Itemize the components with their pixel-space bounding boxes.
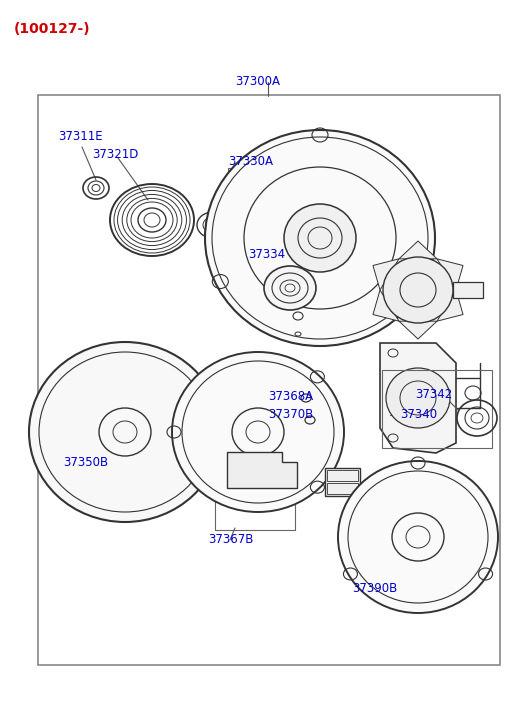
Ellipse shape — [264, 266, 316, 310]
Text: 37311E: 37311E — [58, 130, 103, 143]
Ellipse shape — [29, 342, 221, 522]
Polygon shape — [399, 241, 437, 259]
Bar — [327, 483, 358, 494]
Text: 37300A: 37300A — [235, 75, 280, 88]
Bar — [38, 95, 500, 665]
Ellipse shape — [172, 352, 344, 512]
Text: 37342: 37342 — [415, 388, 452, 401]
Ellipse shape — [338, 461, 498, 613]
Polygon shape — [227, 452, 297, 488]
Ellipse shape — [383, 257, 453, 323]
Polygon shape — [373, 259, 399, 290]
Polygon shape — [380, 343, 456, 453]
Bar — [327, 470, 358, 481]
Bar — [325, 468, 360, 496]
Polygon shape — [437, 290, 463, 321]
Text: 37330A: 37330A — [228, 155, 273, 168]
Bar — [453, 282, 483, 298]
Ellipse shape — [205, 130, 435, 346]
Text: 37390B: 37390B — [352, 582, 397, 595]
Ellipse shape — [386, 368, 450, 428]
Polygon shape — [399, 321, 437, 339]
Text: 37340: 37340 — [400, 408, 437, 421]
Bar — [382, 370, 492, 448]
Polygon shape — [373, 290, 399, 321]
Text: 37350B: 37350B — [63, 456, 108, 469]
Text: 37321D: 37321D — [92, 148, 138, 161]
Polygon shape — [437, 259, 463, 290]
Ellipse shape — [284, 204, 356, 272]
Text: 37367B: 37367B — [208, 533, 253, 546]
Text: (100127-): (100127-) — [14, 22, 90, 36]
Text: 37370B: 37370B — [268, 408, 313, 421]
Text: 37368A: 37368A — [268, 390, 313, 403]
Text: 37334: 37334 — [248, 248, 285, 261]
